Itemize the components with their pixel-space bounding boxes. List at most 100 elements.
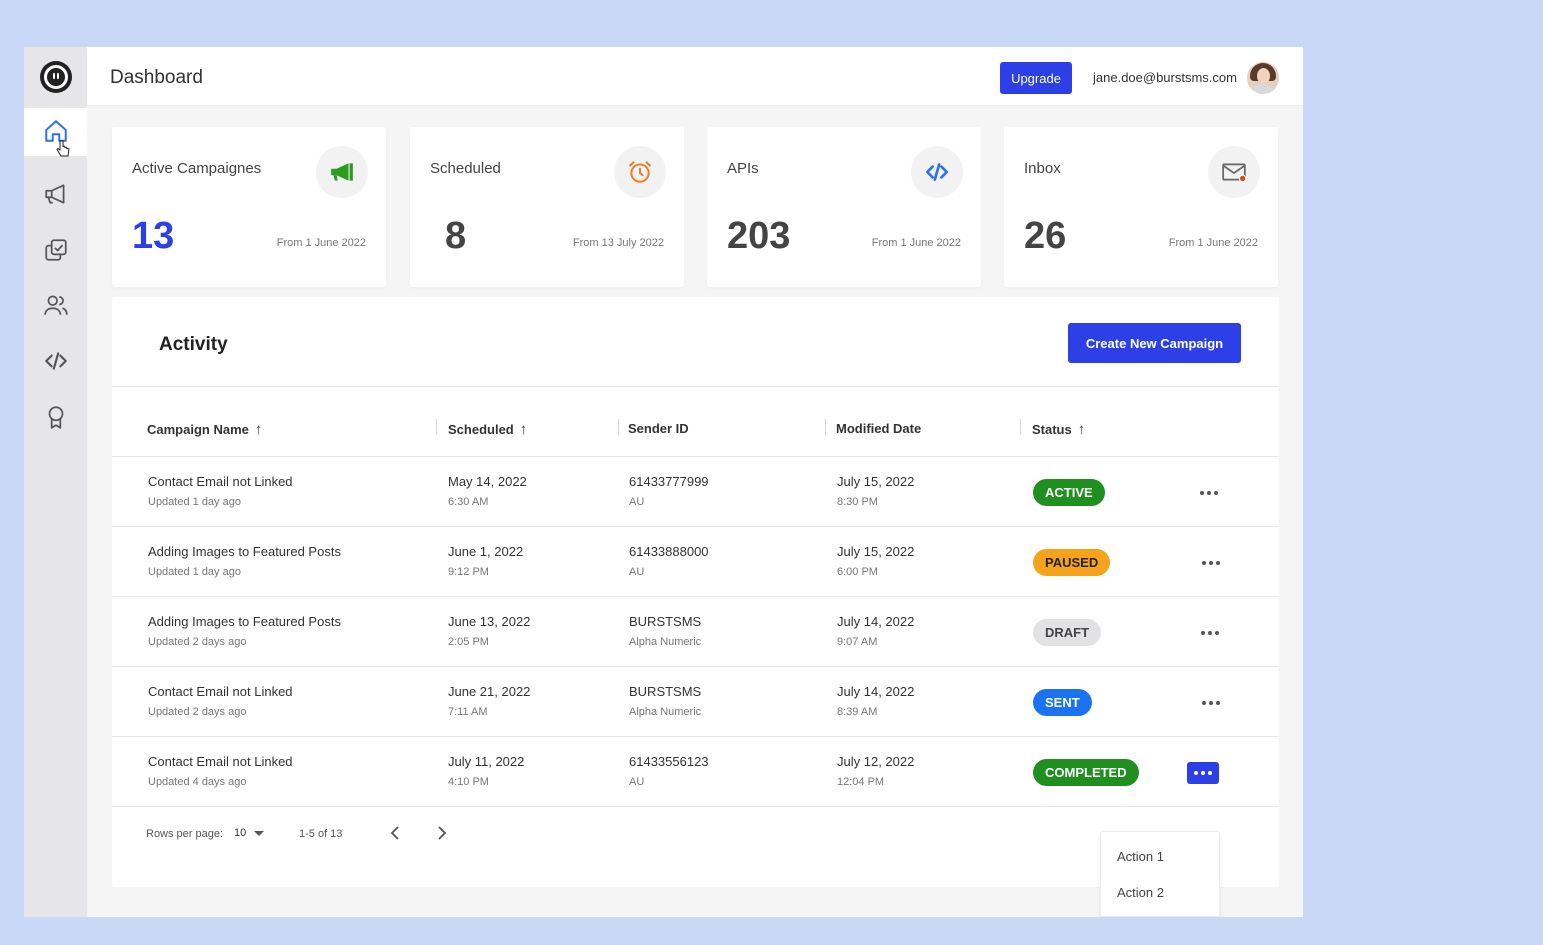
sidebar-item-rewards[interactable] bbox=[42, 403, 70, 431]
sort-arrow-up-icon[interactable]: ↑ bbox=[519, 421, 528, 438]
stat-since: From 1 June 2022 bbox=[1168, 237, 1258, 249]
chevron-right-icon bbox=[438, 826, 447, 840]
scheduled-time: 9:12 PM bbox=[448, 566, 489, 578]
table-row[interactable]: Adding Images to Featured Posts Updated 2… bbox=[112, 597, 1279, 667]
sender-id: 61433777999 bbox=[629, 474, 709, 489]
modified-time: 6:00 PM bbox=[837, 566, 878, 578]
column-header-modified-date[interactable]: Modified Date bbox=[836, 421, 921, 436]
campaign-name[interactable]: Contact Email not Linked bbox=[148, 474, 293, 489]
column-header-scheduled[interactable]: Scheduled ↑ bbox=[448, 421, 527, 438]
sidebar-item-contacts[interactable] bbox=[42, 291, 70, 319]
stat-value: 13 bbox=[132, 215, 175, 257]
campaign-updated: Updated 1 day ago bbox=[148, 566, 241, 578]
stat-label: Scheduled bbox=[430, 160, 501, 177]
stat-label: Active Campaignes bbox=[132, 160, 262, 177]
sidebar-active-highlight bbox=[24, 108, 87, 156]
page-range: 1-5 of 13 bbox=[299, 828, 343, 840]
rows-per-page-select[interactable]: 10 bbox=[234, 827, 265, 839]
user-email[interactable]: jane.doe@burstsms.com bbox=[1093, 70, 1237, 85]
sidebar-item-home[interactable] bbox=[42, 117, 70, 145]
menu-item-action-2[interactable]: Action 2 bbox=[1117, 885, 1164, 900]
modified-date: July 12, 2022 bbox=[837, 754, 915, 769]
stat-icon-wrap bbox=[614, 146, 666, 198]
stat-card-inbox[interactable]: Inbox 26 From 1 June 2022 bbox=[1004, 127, 1278, 287]
table-row[interactable]: Adding Images to Featured Posts Updated 1… bbox=[112, 527, 1279, 597]
column-header-status[interactable]: Status ↑ bbox=[1032, 421, 1085, 438]
sort-arrow-up-icon[interactable]: ↑ bbox=[254, 421, 263, 438]
alarm-icon bbox=[629, 161, 651, 183]
stat-card-apis[interactable]: APIs 203 From 1 June 2022 bbox=[707, 127, 981, 287]
stat-card-active-campaigns[interactable]: Active Campaignes 13 From 1 June 2022 bbox=[112, 127, 386, 287]
campaign-updated: Updated 1 day ago bbox=[148, 496, 241, 508]
more-actions-button[interactable] bbox=[1195, 692, 1227, 714]
page-title: Dashboard bbox=[110, 67, 203, 88]
campaign-name[interactable]: Contact Email not Linked bbox=[148, 754, 293, 769]
table-row[interactable]: Contact Email not Linked Updated 2 days a… bbox=[112, 667, 1279, 737]
column-header-campaign-name[interactable]: Campaign Name ↑ bbox=[147, 421, 262, 438]
stat-icon-wrap bbox=[316, 146, 368, 198]
more-actions-button-open[interactable] bbox=[1187, 762, 1219, 784]
sender-id: BURSTSMS bbox=[629, 684, 702, 699]
table-row[interactable]: Contact Email not Linked Updated 4 days a… bbox=[112, 737, 1279, 807]
campaign-updated: Updated 2 days ago bbox=[148, 706, 247, 718]
divider bbox=[112, 386, 1279, 387]
menu-item-action-1[interactable]: Action 1 bbox=[1117, 849, 1164, 864]
stat-since: From 1 June 2022 bbox=[871, 237, 961, 249]
campaign-name[interactable]: Adding Images to Featured Posts bbox=[148, 614, 341, 629]
stat-since: From 1 June 2022 bbox=[276, 237, 366, 249]
brand-logo[interactable] bbox=[40, 61, 72, 93]
upgrade-button[interactable]: Upgrade bbox=[1000, 62, 1072, 94]
row-actions-menu: Action 1 Action 2 bbox=[1100, 831, 1220, 917]
column-header-label: Modified Date bbox=[836, 421, 922, 436]
code-icon bbox=[925, 163, 949, 181]
column-header-label: Campaign Name bbox=[147, 422, 249, 437]
campaign-name[interactable]: Contact Email not Linked bbox=[148, 684, 293, 699]
users-icon bbox=[44, 295, 68, 315]
prev-page-button[interactable] bbox=[383, 821, 407, 845]
more-actions-button[interactable] bbox=[1195, 552, 1227, 574]
sidebar-item-templates[interactable] bbox=[42, 236, 70, 264]
modified-cell: July 15, 2022 6:00 PM bbox=[837, 544, 914, 578]
modified-time: 8:39 AM bbox=[837, 706, 878, 718]
scheduled-cell: June 13, 2022 2:05 PM bbox=[448, 614, 530, 648]
stat-label: APIs bbox=[727, 160, 759, 177]
scheduled-time: 2:05 PM bbox=[448, 636, 489, 648]
sort-arrow-up-icon[interactable]: ↑ bbox=[1077, 421, 1086, 438]
megaphone-icon bbox=[45, 184, 65, 204]
campaign-updated: Updated 4 days ago bbox=[148, 776, 247, 788]
stat-value: 26 bbox=[1024, 215, 1067, 257]
scheduled-date: June 21, 2022 bbox=[448, 684, 531, 699]
campaign-name[interactable]: Adding Images to Featured Posts bbox=[148, 544, 341, 559]
avatar[interactable] bbox=[1247, 62, 1279, 94]
stat-card-scheduled[interactable]: Scheduled 8 From 13 July 2022 bbox=[410, 127, 684, 287]
more-actions-button[interactable] bbox=[1193, 482, 1225, 504]
scheduled-time: 6:30 AM bbox=[448, 496, 489, 508]
sender-type: AU bbox=[629, 776, 645, 788]
sidebar-item-campaigns[interactable] bbox=[42, 180, 70, 208]
next-page-button[interactable] bbox=[430, 821, 454, 845]
modified-cell: July 14, 2022 8:39 AM bbox=[837, 684, 914, 718]
pointer-cursor-icon bbox=[56, 140, 70, 157]
stat-icon-wrap bbox=[1208, 146, 1260, 198]
sidebar bbox=[24, 47, 87, 917]
campaign-name-cell: Contact Email not Linked Updated 2 days a… bbox=[148, 684, 293, 718]
status-badge: DRAFT bbox=[1033, 619, 1102, 646]
chevron-left-icon bbox=[390, 826, 399, 840]
stat-value: 8 bbox=[445, 215, 467, 257]
sender-cell: BURSTSMS Alpha Numeric bbox=[629, 614, 701, 648]
home-icon bbox=[45, 120, 67, 142]
table-row[interactable]: Contact Email not Linked Updated 1 day ag… bbox=[112, 457, 1279, 527]
modified-cell: July 12, 2022 12:04 PM bbox=[837, 754, 914, 788]
more-actions-button[interactable] bbox=[1194, 622, 1226, 644]
campaign-name-cell: Adding Images to Featured Posts Updated 1… bbox=[148, 544, 341, 578]
sidebar-item-api[interactable] bbox=[42, 347, 70, 375]
sender-cell: 61433777999 AU bbox=[629, 474, 709, 508]
column-header-sender-id[interactable]: Sender ID bbox=[628, 421, 689, 436]
mail-icon bbox=[1222, 163, 1247, 183]
campaign-updated: Updated 2 days ago bbox=[148, 636, 247, 648]
create-campaign-button[interactable]: Create New Campaign bbox=[1068, 323, 1241, 363]
sender-id: 61433888000 bbox=[629, 544, 709, 559]
scheduled-cell: May 14, 2022 6:30 AM bbox=[448, 474, 527, 508]
sender-type: Alpha Numeric bbox=[629, 706, 702, 718]
sender-type: Alpha Numeric bbox=[629, 636, 702, 648]
